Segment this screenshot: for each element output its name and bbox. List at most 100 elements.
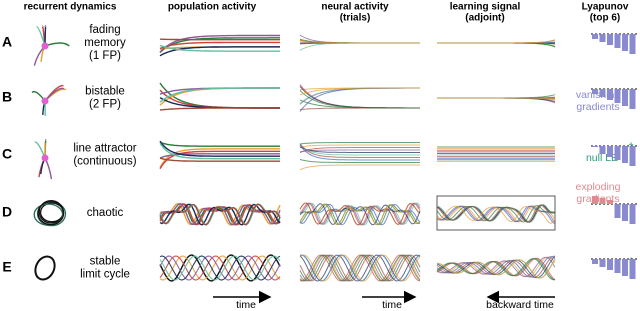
trace	[159, 44, 280, 52]
lyapunov-bar	[592, 34, 598, 39]
trace	[299, 203, 421, 226]
trace	[299, 164, 420, 171]
lyapunov-bar	[599, 146, 606, 154]
trace	[299, 90, 420, 109]
column-header: recurrent dynamics	[24, 2, 117, 13]
lyapunov-bar	[599, 259, 606, 267]
lyapunov-bar	[622, 146, 628, 163]
lyapunov-bar	[622, 259, 628, 276]
trace	[299, 254, 421, 282]
trace	[299, 158, 420, 163]
trace	[436, 256, 556, 278]
trace	[159, 41, 280, 50]
trace	[436, 258, 556, 281]
lyapunov-bar	[629, 204, 636, 224]
trace	[299, 149, 420, 153]
lyapunov-bar	[599, 198, 606, 204]
row-label: memory	[84, 37, 126, 49]
trace	[159, 255, 281, 281]
trace	[159, 87, 280, 103]
trace	[159, 142, 280, 160]
lyapunov-bar	[622, 89, 628, 106]
trace	[159, 255, 281, 281]
trace	[436, 259, 556, 279]
lyapunov-bar	[607, 259, 613, 270]
fixed-point	[41, 97, 49, 105]
column-header: learning signal	[450, 2, 521, 13]
lyapunov-bar	[592, 259, 598, 264]
annotation: gradients	[576, 101, 619, 113]
trace	[437, 39, 556, 44]
trace	[436, 256, 556, 278]
trace	[299, 144, 420, 156]
trace	[299, 254, 421, 282]
trace	[299, 254, 421, 282]
trace	[159, 255, 281, 281]
column-header: Lyapunov	[582, 2, 629, 13]
lyapunov-bar	[614, 204, 621, 218]
trace	[159, 157, 280, 162]
trace	[159, 148, 280, 168]
lyapunov-bar	[607, 34, 613, 45]
fixed-point	[41, 42, 49, 50]
column-header: (adjoint)	[465, 13, 504, 24]
panel-frame	[436, 195, 556, 231]
trace	[299, 144, 420, 161]
trace	[437, 42, 556, 48]
backward-time-label: backward time	[486, 299, 554, 311]
trace	[299, 254, 421, 282]
trace	[299, 202, 421, 226]
trace	[159, 203, 281, 226]
trace	[299, 144, 420, 148]
lyapunov-bar	[614, 34, 621, 48]
trace	[299, 254, 421, 282]
trace	[299, 87, 420, 96]
row-label: line attractor	[73, 143, 136, 155]
trace	[299, 202, 421, 226]
lyapunov-bar	[592, 196, 598, 204]
annotation: exploding	[576, 181, 621, 193]
trace	[299, 146, 420, 153]
row-label: fading	[89, 24, 120, 36]
trace	[299, 203, 421, 226]
lyapunov-bar	[614, 259, 621, 273]
row-label: (continuous)	[73, 156, 136, 168]
row-label: limit cycle	[80, 269, 130, 281]
lyapunov-bar	[592, 146, 598, 147]
trace	[436, 205, 556, 224]
lyapunov-bar	[614, 89, 621, 103]
row-letter: C	[2, 146, 12, 162]
lyapunov-bar	[622, 34, 628, 51]
annotation: vanishing	[576, 89, 621, 101]
row-letter: B	[2, 89, 12, 105]
lyapunov-bar	[607, 146, 613, 157]
time-label: time	[382, 299, 402, 311]
trace	[299, 142, 420, 145]
trace	[437, 97, 556, 100]
column-header: (top 6)	[590, 13, 621, 24]
row-letter: E	[2, 259, 11, 275]
row-label: (1 FP)	[89, 50, 121, 62]
attractor	[37, 201, 65, 226]
row-letter: A	[2, 34, 12, 50]
trace	[299, 143, 420, 158]
row-label: (2 FP)	[89, 99, 121, 111]
trace	[299, 254, 421, 282]
trace	[436, 204, 556, 223]
lyapunov-bar	[629, 34, 636, 54]
trace	[299, 202, 421, 226]
row-label: stable	[90, 256, 121, 268]
trace	[159, 107, 280, 111]
lyapunov-bar	[629, 89, 636, 109]
lyapunov-bar	[614, 146, 621, 160]
limit-cycle	[34, 255, 56, 281]
lyapunov-bar	[592, 89, 598, 94]
trace	[436, 204, 556, 223]
lyapunov-bar	[607, 200, 613, 204]
trace	[299, 254, 421, 282]
row-label: bistable	[85, 86, 125, 98]
lyapunov-bar	[599, 34, 606, 42]
lyapunov-bar	[622, 204, 628, 221]
row-label: chaotic	[87, 207, 124, 219]
